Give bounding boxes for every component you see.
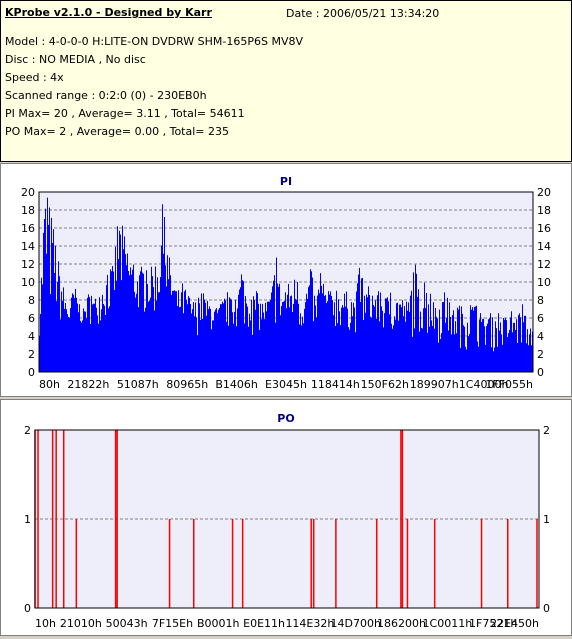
y-tick-right: 14: [537, 240, 551, 253]
x-tick-label: 1FF055h: [485, 378, 533, 391]
disc-line: Disc : NO MEDIA , No disc: [5, 53, 146, 66]
po-chart-title: PO: [277, 412, 294, 425]
x-tick-label: 80965h: [166, 378, 208, 391]
y-tick-left: 1: [24, 513, 31, 526]
x-tick-label: 189907h: [410, 378, 459, 391]
y-tick-left: 6: [28, 312, 35, 325]
y-tick-left: 0: [28, 366, 35, 379]
pi-chart-panel: PI 0 0 2 2 4 4 6 6 8 8 10 10 12 12 14 14 16 16 18 18 20 20 80h…: [0, 163, 572, 397]
x-tick-label: 7F15Eh: [152, 617, 193, 630]
x-tick-label: 186200h: [377, 617, 426, 630]
x-tick-label: 21010h: [60, 617, 102, 630]
y-tick-left: 20: [21, 186, 35, 199]
y-tick-right: 0: [537, 366, 544, 379]
y-tick-right: 10: [537, 276, 551, 289]
x-tick-label: 51087h: [117, 378, 159, 391]
y-tick-left: 8: [28, 294, 35, 307]
y-tick-right: 12: [537, 258, 551, 271]
y-tick-left: 10: [21, 276, 35, 289]
po-stats-line: PO Max= 2 , Average= 0.00 , Total= 235: [5, 125, 229, 138]
info-panel: KProbe v2.1.0 - Designed by Karr Date : …: [0, 0, 572, 162]
scan-date: Date : 2006/05/21 13:34:20: [286, 7, 440, 20]
model-line: Model : 4-0-0-0 H:LITE-ON DVDRW SHM-165P…: [5, 35, 304, 48]
x-tick-label: E0E11h: [243, 617, 285, 630]
x-tick-label: 80h: [39, 378, 60, 391]
x-tick-label: B0001h: [197, 617, 240, 630]
x-tick-label: E3045h: [265, 378, 307, 391]
y-tick-right: 2: [543, 424, 550, 437]
speed-line: Speed : 4x: [5, 71, 64, 84]
y-tick-left: 0: [24, 602, 31, 615]
x-tick-label: 118414h: [311, 378, 360, 391]
plot-border: [38, 191, 534, 373]
y-tick-right: 18: [537, 204, 551, 217]
y-tick-left: 14: [21, 240, 35, 253]
x-tick-label: 114E32h: [285, 617, 334, 630]
y-tick-right: 16: [537, 222, 551, 235]
x-tick-label: 1F7521h: [469, 617, 517, 630]
app-title: KProbe v2.1.0 - Designed by Karr: [5, 6, 212, 19]
y-tick-left: 16: [21, 222, 35, 235]
y-tick-right: 2: [537, 348, 544, 361]
x-tick-label: 22E450h: [490, 617, 539, 630]
plot-border: [34, 429, 540, 609]
y-tick-left: 2: [24, 424, 31, 437]
po-chart-panel: PO 0 0 1 1 2 2 10h 21010h 50043h 7F15Eh B0001h E0E1…: [0, 399, 572, 636]
x-tick-label: 21822h: [67, 378, 109, 391]
x-tick-label: 14D700h: [331, 617, 381, 630]
range-line: Scanned range : 0:2:0 (0) - 230EB0h: [5, 89, 207, 102]
x-tick-label: 150F62h: [361, 378, 409, 391]
x-tick-label: 10h: [35, 617, 56, 630]
x-tick-label: 50043h: [106, 617, 148, 630]
po-chart: PO 0 0 1 1 2 2 10h 21010h 50043h 7F15Eh B0001h E0E1…: [24, 412, 550, 630]
pi-chart: PI 0 0 2 2 4 4 6 6 8 8 10 10 12 12 14 14 16 16 18 18 20 20 80h…: [21, 175, 551, 391]
x-tick-label: B1406h: [215, 378, 258, 391]
y-tick-right: 0: [543, 602, 550, 615]
y-tick-left: 4: [28, 330, 35, 343]
y-tick-left: 18: [21, 204, 35, 217]
y-tick-right: 20: [537, 186, 551, 199]
y-tick-left: 12: [21, 258, 35, 271]
pi-chart-title: PI: [280, 175, 292, 188]
y-tick-right: 1: [543, 513, 550, 526]
y-tick-right: 8: [537, 294, 544, 307]
x-tick-label: 1C4000h: [459, 378, 509, 391]
pi-stats-line: PI Max= 20 , Average= 3.11 , Total= 5461…: [5, 107, 245, 120]
y-tick-right: 4: [537, 330, 544, 343]
y-tick-left: 2: [28, 348, 35, 361]
x-tick-label: 1C0011h: [423, 617, 473, 630]
y-tick-right: 6: [537, 312, 544, 325]
